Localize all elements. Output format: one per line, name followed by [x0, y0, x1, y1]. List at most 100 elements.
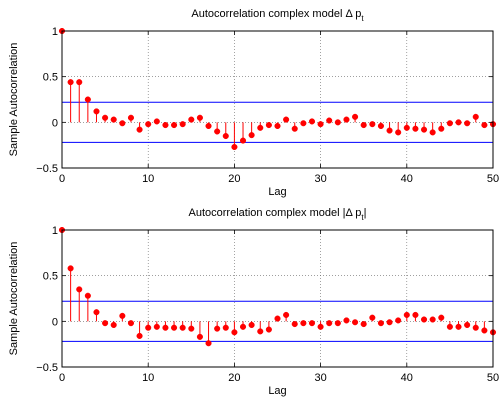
- acf-point: [412, 311, 419, 318]
- x-tick-label: 10: [142, 173, 154, 185]
- acf-point: [162, 324, 169, 331]
- acf-point: [231, 329, 238, 336]
- y-tick-label: −0.5: [36, 163, 58, 175]
- chart-title-text: Autocorrelation complex model Δ p: [191, 8, 361, 20]
- acf-point: [222, 132, 229, 140]
- acf-point: [455, 119, 462, 126]
- acf-point: [196, 333, 203, 340]
- acf-point: [343, 317, 350, 324]
- acf-point: [76, 79, 83, 86]
- acf-point: [326, 117, 333, 124]
- acf-point: [248, 132, 255, 139]
- acf-point: [248, 321, 255, 329]
- acf-point: [188, 116, 195, 123]
- chart-title: Autocorrelation complex model Δ pt: [191, 8, 364, 23]
- acf-point: [231, 143, 238, 151]
- acf-point: [377, 320, 384, 327]
- axes-frame: [61, 30, 494, 169]
- acf-point: [76, 286, 83, 293]
- acf-point: [257, 328, 264, 335]
- acf-point: [343, 116, 350, 123]
- acf-point: [214, 325, 221, 332]
- x-tick-label: 0: [59, 372, 65, 384]
- acf-point: [239, 323, 247, 330]
- acf-point: [369, 121, 376, 128]
- acf-point: [300, 320, 307, 327]
- acf-point: [84, 292, 91, 299]
- acf-point: [360, 321, 367, 328]
- acf-point: [464, 120, 471, 127]
- acf-point: [162, 122, 169, 129]
- acf-point: [214, 128, 221, 135]
- x-axis-label: Lag: [268, 186, 286, 198]
- acf-point: [464, 321, 471, 329]
- acf-point: [239, 137, 247, 144]
- acf-point: [136, 332, 143, 339]
- acf-point: [179, 324, 186, 331]
- acf-point: [420, 126, 428, 133]
- acf-point: [420, 316, 428, 323]
- acf-point: [369, 314, 376, 321]
- acf-point: [205, 122, 212, 130]
- acf-point: [291, 321, 298, 328]
- acf-point: [84, 96, 91, 103]
- acf-point: [308, 320, 316, 327]
- acf-point: [472, 113, 479, 120]
- acf-point: [205, 340, 212, 347]
- acf-point: [136, 126, 143, 133]
- acf-point: [429, 129, 436, 136]
- acf-point: [127, 114, 135, 121]
- acf-point: [283, 311, 290, 318]
- y-tick-label: 0.5: [43, 271, 58, 283]
- acf-point: [119, 312, 126, 319]
- acf-point: [110, 321, 117, 329]
- acf-point: [119, 120, 126, 127]
- acf-point: [257, 124, 264, 131]
- y-axis-label: Sample Autocorrelation: [8, 43, 20, 157]
- acf-point: [438, 125, 445, 132]
- acf-point: [145, 324, 152, 331]
- acf-point: [291, 125, 298, 132]
- acf-point: [386, 319, 393, 326]
- acf-point: [317, 323, 324, 330]
- x-tick-label: 40: [401, 173, 413, 185]
- x-tick-label: 0: [59, 173, 65, 185]
- x-tick-label: 20: [228, 173, 240, 185]
- acf-point: [360, 122, 367, 129]
- x-axis-label: Lag: [268, 385, 286, 397]
- x-tick-label: 20: [228, 372, 240, 384]
- acf-point: [102, 114, 109, 121]
- acf-point: [352, 113, 359, 120]
- acf-point: [446, 323, 453, 330]
- acf-point: [93, 108, 100, 115]
- acf-point: [308, 118, 316, 125]
- acf-point: [110, 116, 117, 123]
- x-tick-label: 50: [487, 372, 499, 384]
- acf-point: [481, 122, 488, 129]
- acf-point: [352, 319, 359, 326]
- acf-point: [429, 316, 436, 323]
- acf-point: [300, 120, 307, 127]
- acf-point: [274, 315, 281, 322]
- y-tick-label: 0: [52, 117, 58, 129]
- acf-point: [265, 326, 272, 333]
- acf-point: [265, 122, 272, 129]
- acf-point: [403, 124, 410, 131]
- acf-point: [455, 323, 462, 330]
- y-tick-label: −0.5: [36, 362, 58, 374]
- acf-point: [179, 121, 186, 128]
- y-tick-label: 1: [52, 225, 58, 237]
- acf-point: [412, 125, 419, 132]
- y-tick-label: 0.5: [43, 72, 58, 84]
- x-tick-label: 50: [487, 173, 499, 185]
- acf-point: [222, 324, 229, 331]
- acf-point: [403, 311, 410, 318]
- acf-point: [145, 121, 152, 128]
- y-tick-label: 1: [52, 26, 58, 38]
- acf-point: [67, 265, 74, 272]
- acf-point: [446, 120, 453, 127]
